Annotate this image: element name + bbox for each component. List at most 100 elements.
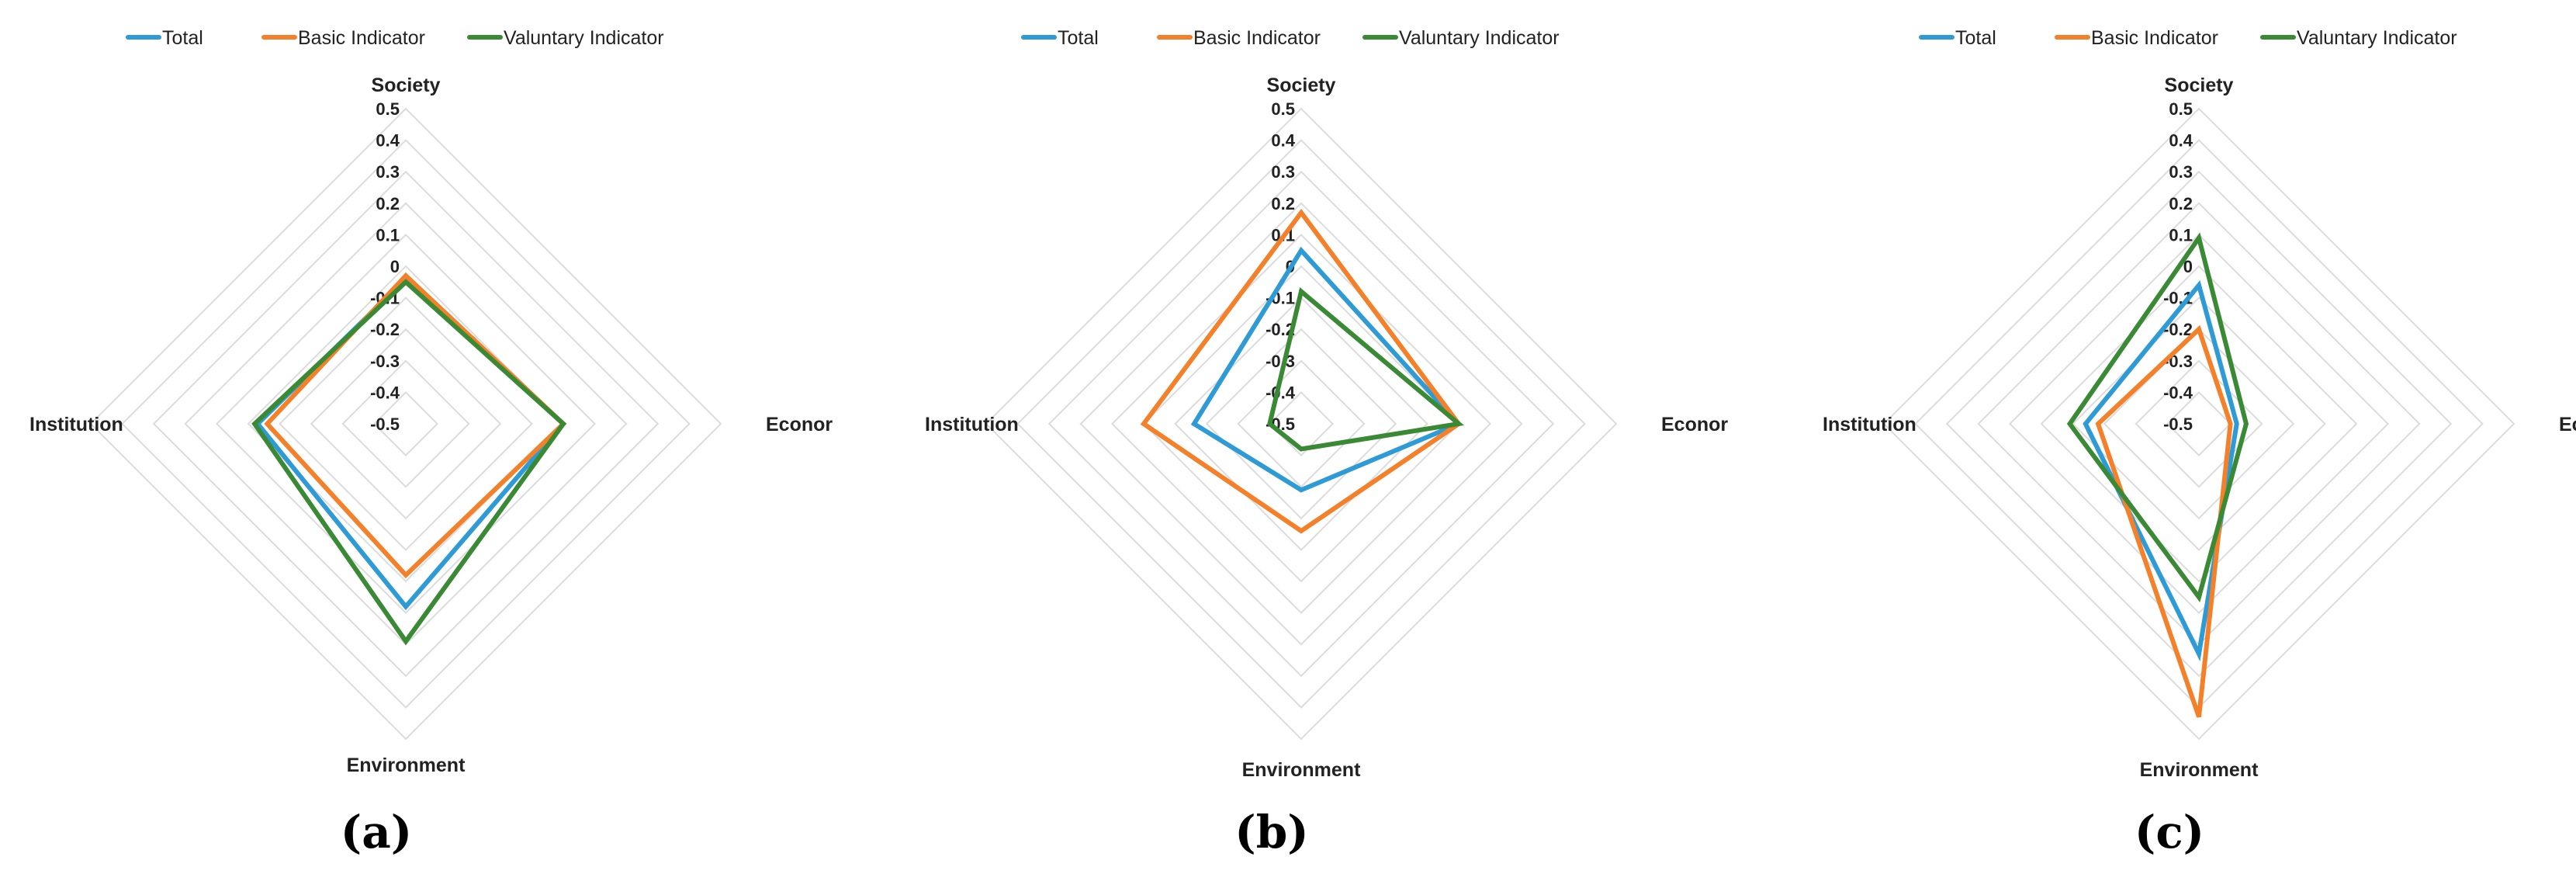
- axis-label-society: Society: [2165, 75, 2234, 96]
- axis-labels: Society Econor Environment Institution: [925, 75, 1728, 781]
- axis-label-institution: Institution: [29, 414, 123, 435]
- series-line-valuntary-indicator: [251, 279, 567, 646]
- series-line-valuntary-indicator: [1267, 287, 1464, 452]
- tick-label: 0.3: [376, 162, 400, 182]
- tick-labels: 0.50.40.30.20.10-0.1-0.2-0.3-0.4-0.5: [1265, 99, 1296, 434]
- tick-labels: 0.50.40.30.20.10-0.1-0.2-0.3-0.4-0.5: [2163, 99, 2193, 434]
- radar-svg: Total Basic Indicator Valuntary Indicator 0…: [29, 27, 833, 859]
- legend-label-basic-indicator: Basic Indicator: [1193, 27, 1321, 49]
- grid-ring: [2135, 359, 2263, 488]
- grid: [89, 107, 722, 741]
- series: [2066, 232, 2249, 718]
- radar-svg: Total Basic Indicator Valuntary Indicator 0…: [925, 27, 1728, 859]
- series-line-total: [1190, 246, 1463, 493]
- grid: [985, 107, 1618, 741]
- tick-label: 0.3: [2169, 162, 2193, 182]
- grid-ring: [1110, 233, 1492, 615]
- legend-label-total: Total: [162, 27, 203, 49]
- axis-label-institution: Institution: [925, 414, 1019, 435]
- axis-label-econor: Econor: [766, 414, 833, 435]
- series-line-basic-indicator: [1140, 208, 1463, 534]
- grid-ring: [1142, 265, 1460, 583]
- grid-ring: [1882, 107, 2515, 741]
- grid-ring: [1914, 139, 2484, 709]
- legend-label-basic-indicator: Basic Indicator: [2091, 27, 2218, 49]
- grid-ring: [2072, 297, 2326, 551]
- tick-label: -0.4: [2163, 383, 2193, 402]
- tick-label: -0.3: [370, 352, 400, 371]
- series-line-basic-indicator: [2095, 324, 2233, 718]
- grid-ring: [1079, 202, 1523, 646]
- legend-label-total: Total: [1955, 27, 1996, 49]
- tick-labels: 0.50.40.30.20.10-0.1-0.2-0.3-0.4-0.5: [370, 99, 400, 434]
- axis-labels: Society Econor Environment Institution: [1823, 75, 2576, 781]
- grid-ring: [1047, 170, 1555, 678]
- legend-label-total: Total: [1058, 27, 1099, 49]
- axis-label-econor: Econor: [1661, 414, 1728, 435]
- tick-label: 0.5: [2169, 99, 2193, 119]
- grid: [1882, 107, 2515, 741]
- tick-label: 0: [390, 257, 400, 276]
- axis-label-environment: Environment: [347, 754, 466, 776]
- grid-ring: [279, 297, 533, 551]
- series-line-total: [254, 276, 567, 611]
- axis-label-econor: Econor: [2559, 414, 2576, 435]
- panel-label: (a): [341, 806, 412, 859]
- grid-ring: [310, 328, 502, 520]
- axis-label-society: Society: [1267, 75, 1336, 96]
- grid-ring: [1205, 328, 1397, 520]
- tick-label: 0.3: [1271, 162, 1295, 182]
- grid-ring: [2103, 328, 2295, 520]
- axis-label-environment: Environment: [2140, 759, 2259, 781]
- grid-ring: [985, 107, 1618, 741]
- tick-label: -0.3: [1265, 352, 1295, 371]
- grid-ring: [1268, 390, 1335, 457]
- legend-label-valuntary-indicator: Valuntary Indicator: [504, 27, 664, 49]
- tick-label: -0.4: [370, 383, 400, 402]
- radar-chart-c: Total Basic Indicator Valuntary Indicator 0…: [1793, 0, 2576, 888]
- axis-label-society: Society: [372, 75, 441, 96]
- grid-ring: [2166, 390, 2232, 457]
- grid-ring: [372, 390, 439, 457]
- axis-label-institution: Institution: [1823, 414, 1916, 435]
- grid-ring: [215, 233, 597, 615]
- tick-label: -0.5: [370, 415, 400, 434]
- series: [251, 272, 567, 646]
- tick-label: -0.5: [2163, 415, 2193, 434]
- series-line-basic-indicator: [264, 272, 567, 579]
- grid-ring: [2040, 265, 2358, 583]
- grid-ring: [1237, 359, 1366, 488]
- tick-label: 0.5: [1271, 99, 1295, 119]
- legend: Total Basic Indicator Valuntary Indicator: [1021, 27, 1560, 49]
- series-line-valuntary-indicator: [2066, 232, 2249, 603]
- grid-ring: [2008, 233, 2390, 615]
- tick-label: 0.5: [376, 99, 400, 119]
- grid-ring: [1174, 297, 1428, 551]
- panel-label: (b): [1234, 806, 1308, 859]
- axis-label-environment: Environment: [1242, 759, 1361, 781]
- tick-label: 0.1: [2169, 225, 2193, 245]
- legend-label-valuntary-indicator: Valuntary Indicator: [2297, 27, 2457, 49]
- legend: Total Basic Indicator Valuntary Indicator: [126, 27, 664, 49]
- legend-label-basic-indicator: Basic Indicator: [298, 27, 425, 49]
- axis-labels: Society Econor Environment Institution: [29, 75, 833, 776]
- radar-chart-a: Total Basic Indicator Valuntary Indicator 0…: [0, 0, 858, 888]
- grid-ring: [1977, 202, 2421, 646]
- grid-ring: [341, 359, 470, 488]
- tick-label: 0: [2183, 257, 2193, 276]
- radar-svg: Total Basic Indicator Valuntary Indicator 0…: [1823, 27, 2576, 859]
- tick-label: 0.2: [376, 194, 400, 213]
- legend: Total Basic Indicator Valuntary Indicator: [1919, 27, 2457, 49]
- tick-label: 0.1: [376, 225, 400, 245]
- legend-label-valuntary-indicator: Valuntary Indicator: [1399, 27, 1560, 49]
- grid-ring: [89, 107, 722, 741]
- series-line-total: [2083, 279, 2239, 662]
- grid-ring: [121, 139, 691, 709]
- grid-ring: [1945, 170, 2453, 678]
- tick-label: 0.2: [2169, 194, 2193, 213]
- tick-label: 0.2: [1271, 194, 1295, 213]
- panel-label: (c): [2135, 806, 2204, 859]
- tick-label: 0.4: [2169, 131, 2193, 151]
- grid-ring: [152, 170, 660, 678]
- grid-ring: [1016, 139, 1586, 709]
